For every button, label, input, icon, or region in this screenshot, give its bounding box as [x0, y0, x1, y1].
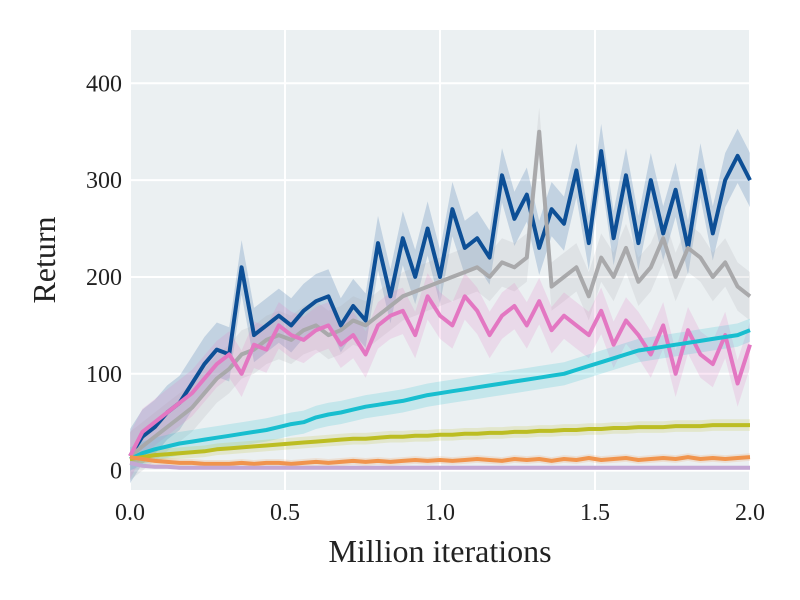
- series-line-1: [128, 149, 752, 458]
- x-tick-label: 0.5: [270, 500, 300, 526]
- y-tick-label: 100: [86, 362, 122, 388]
- series-line-7: [129, 460, 750, 470]
- y-tick-label: 300: [86, 168, 122, 194]
- x-axis-label: Million iterations: [328, 533, 551, 569]
- series-band-1: [130, 123, 750, 484]
- series-line-4: [129, 328, 751, 461]
- x-tick-label: 2.0: [735, 500, 765, 526]
- series-lines: [128, 129, 752, 470]
- x-tick-label: 1.5: [580, 500, 610, 526]
- y-tick-label: 400: [86, 71, 122, 97]
- grid-lines: [129, 30, 751, 490]
- y-axis-ticks: 0 100 200 300 400: [86, 71, 122, 484]
- x-axis-ticks: 0.0 0.5 1.0 1.5 2.0: [115, 500, 765, 526]
- series-band-2: [130, 107, 750, 481]
- y-axis-label: Return: [26, 216, 62, 303]
- y-tick-label: 0: [110, 459, 122, 485]
- x-tick-label: 1.0: [425, 500, 455, 526]
- series-line-5: [129, 423, 750, 461]
- x-tick-label: 0.0: [115, 500, 145, 526]
- y-tick-label: 200: [86, 265, 122, 291]
- series-line-6: [129, 455, 751, 466]
